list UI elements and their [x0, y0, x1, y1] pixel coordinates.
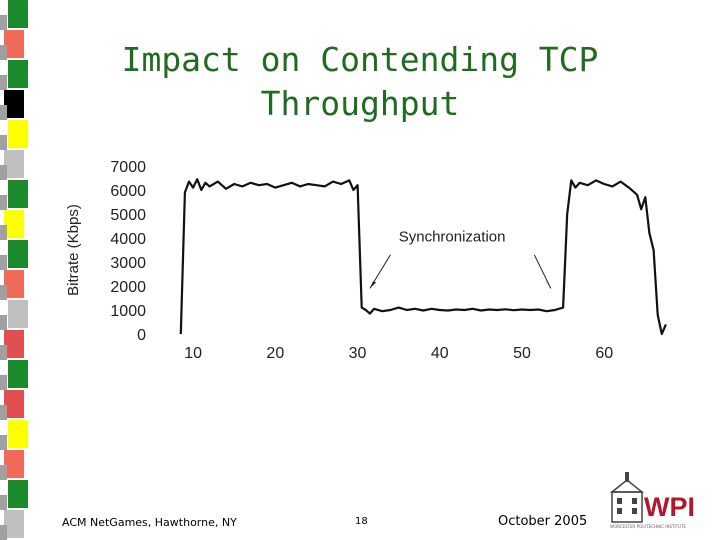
slide-title-line-1: Impact on Contending TCP	[121, 40, 599, 79]
annotation-arrowhead-left	[369, 281, 377, 289]
y-tick-label: 2000	[110, 279, 146, 296]
strip-shadow	[0, 405, 7, 420]
wpi-logo-subtitle: WORCESTER POLYTECHNIC INSTITUTE	[610, 524, 686, 529]
bitrate-chart: 0 1000 2000 3000 4000 5000 6000 7000 10 20 30 40 50 6…	[65, 159, 667, 362]
strip-block	[8, 420, 28, 448]
y-tick-label: 5000	[110, 207, 146, 224]
footer-date: October 2005	[498, 514, 588, 529]
strip-shadow	[0, 465, 7, 480]
y-tick-label: 4000	[110, 231, 146, 248]
strip-shadow	[0, 165, 7, 180]
strip-block	[8, 360, 28, 388]
strip-shadow	[0, 135, 7, 150]
decorative-color-strip	[0, 0, 28, 540]
strip-block	[8, 300, 28, 328]
x-tick-label: 50	[513, 345, 531, 362]
y-tick-label: 7000	[110, 159, 146, 176]
slide-title-line-2: Throughput	[260, 84, 460, 123]
y-axis-label: Bitrate (Kbps)	[65, 204, 82, 296]
strip-shadow	[0, 15, 7, 30]
strip-shadow	[0, 75, 7, 90]
chart-axes: 0 1000 2000 3000 4000 5000 6000 7000 10 20 30 40 50 6…	[65, 159, 613, 362]
footer-page-number: 18	[355, 516, 368, 527]
strip-block	[8, 180, 28, 208]
y-tick-label: 6000	[110, 183, 146, 200]
wpi-logo-text: WPI	[644, 492, 695, 522]
building-icon	[609, 472, 645, 523]
strip-block	[4, 510, 24, 538]
strip-block	[4, 150, 24, 178]
strip-block	[4, 390, 24, 418]
bitrate-series-line	[179, 178, 667, 336]
strip-shadow	[0, 285, 7, 300]
y-tick-label: 1000	[110, 303, 146, 320]
x-tick-label: 30	[349, 345, 367, 362]
strip-shadow	[0, 375, 7, 390]
x-tick-label: 10	[184, 345, 202, 362]
x-tick-label: 40	[431, 345, 449, 362]
synchronization-annotation: Synchronization	[399, 229, 506, 246]
strip-shadow	[0, 315, 7, 330]
annotation-arrow-right	[533, 254, 552, 289]
strip-block	[4, 210, 24, 238]
strip-block	[4, 450, 24, 478]
chart-series: Synchronization	[179, 178, 667, 336]
strip-shadow	[0, 255, 7, 270]
strip-block	[8, 60, 28, 88]
strip-block	[8, 0, 28, 28]
strip-shadow	[0, 225, 7, 240]
slide-title: Impact on Contending TCP Throughput	[60, 38, 660, 126]
y-tick-label: 0	[137, 327, 146, 344]
wpi-logo: WPI WORCESTER POLYTECHNIC INSTITUTE	[609, 472, 695, 529]
strip-block	[4, 270, 24, 298]
strip-shadow	[0, 345, 7, 360]
strip-block	[8, 480, 28, 508]
strip-shadow	[0, 195, 7, 210]
strip-shadow	[0, 435, 7, 450]
footer-conference: ACM NetGames, Hawthorne, NY	[62, 516, 237, 529]
x-tick-label: 60	[595, 345, 613, 362]
strip-shadow	[0, 105, 7, 120]
strip-block	[4, 90, 24, 118]
strip-shadow	[0, 45, 7, 60]
y-tick-label: 3000	[110, 255, 146, 272]
x-tick-label: 20	[266, 345, 284, 362]
strip-shadow	[0, 525, 7, 540]
strip-block	[8, 120, 28, 148]
strip-block	[4, 30, 24, 58]
annotation-arrowhead-right	[545, 281, 551, 289]
strip-shadow	[0, 495, 7, 510]
strip-block	[4, 330, 24, 358]
strip-block	[8, 240, 28, 268]
